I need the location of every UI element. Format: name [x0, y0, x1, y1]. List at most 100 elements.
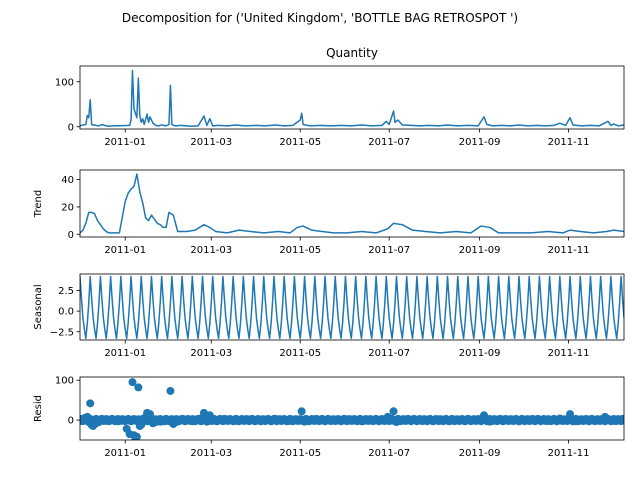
y-tick-observed: 0: [68, 122, 80, 133]
resid-point: [286, 416, 295, 425]
panel-observed: 0 100 2011-01 2011-03 2011-05 2011-07 2011-09 2…: [55, 46, 625, 148]
series-line-seasonal: [80, 275, 624, 340]
resid-point: [500, 415, 509, 424]
x-tick-label: 2011-05: [279, 448, 321, 459]
x-tick-resid: 2011-07: [368, 440, 410, 459]
resid-point: [86, 399, 95, 408]
plot-area-trend: [80, 173, 624, 234]
x-tick-resid: 2011-11: [548, 440, 590, 459]
y-tick-label: 100: [55, 77, 74, 88]
resid-point: [544, 416, 553, 425]
resid-point: [312, 414, 321, 423]
resid-point: [571, 417, 580, 426]
x-tick-seasonal: 2011-05: [279, 340, 321, 359]
figure-suptitle: Decomposition for ('United Kingdom', 'BO…: [122, 11, 518, 25]
x-tick-label: 2011-03: [190, 448, 232, 459]
x-tick-seasonal: 2011-09: [459, 340, 501, 359]
y-axis-label-seasonal: Seasonal: [33, 284, 44, 329]
resid-point: [601, 412, 610, 421]
resid-point: [220, 414, 229, 423]
x-tick-observed: 2011-07: [368, 129, 410, 148]
x-tick-label: 2011-01: [104, 448, 146, 459]
y-tick-label: 100: [55, 376, 74, 387]
x-tick-label: 2011-03: [190, 245, 232, 256]
y-axis-label-trend: Trend: [33, 190, 44, 218]
resid-point: [389, 407, 398, 416]
resid-point: [243, 415, 252, 424]
panel-trend: 0 20 40 2011-01 2011-03 2011-05 2011-07 2011-09…: [33, 169, 625, 256]
x-tick-trend: 2011-07: [368, 237, 410, 256]
resid-point: [618, 414, 624, 423]
axes-frame-trend: [79, 169, 625, 238]
x-tick-label: 2011-05: [279, 245, 321, 256]
x-tick-label: 2011-11: [548, 348, 590, 359]
x-tick-label: 2011-07: [368, 448, 410, 459]
resid-point: [232, 416, 241, 425]
y-tick-label: 0: [68, 122, 74, 133]
x-tick-label: 2011-09: [459, 137, 501, 148]
resid-point: [146, 410, 155, 419]
x-tick-trend: 2011-05: [279, 237, 321, 256]
panel-resid: 0 100 2011-01 2011-03 2011-05 2011-07 2011-09 2…: [33, 376, 625, 459]
resid-point: [166, 386, 175, 395]
x-tick-label: 2011-05: [279, 137, 321, 148]
resid-point: [342, 415, 351, 424]
resid-point: [372, 415, 381, 424]
resid-point: [179, 415, 188, 424]
resid-point: [137, 420, 146, 429]
y-tick-label: −2.5: [50, 327, 74, 338]
x-tick-seasonal: 2011-07: [368, 340, 410, 359]
x-tick-label: 2011-11: [548, 245, 590, 256]
x-tick-label: 2011-01: [104, 245, 146, 256]
series-line-observed: [80, 69, 624, 128]
resid-point: [586, 415, 595, 424]
plot-area-observed: [80, 69, 624, 128]
resid-point: [106, 415, 115, 424]
resid-point: [205, 411, 214, 420]
resid-point: [160, 417, 169, 426]
x-tick-seasonal: 2011-03: [190, 340, 232, 359]
resid-point: [514, 417, 523, 426]
y-tick-seasonal: 0.0: [58, 307, 80, 318]
x-tick-trend: 2011-11: [548, 237, 590, 256]
resid-point: [134, 383, 143, 392]
x-tick-observed: 2011-01: [104, 129, 146, 148]
x-tick-label: 2011-07: [368, 137, 410, 148]
resid-point: [383, 412, 392, 421]
resid-point: [128, 378, 137, 387]
x-tick-trend: 2011-03: [190, 237, 232, 256]
resid-point: [449, 416, 458, 425]
x-tick-observed: 2011-05: [279, 129, 321, 148]
resid-point: [113, 417, 122, 426]
y-tick-trend: 40: [61, 175, 80, 186]
resid-point: [256, 417, 265, 426]
x-tick-label: 2011-05: [279, 348, 321, 359]
resid-point: [529, 415, 538, 424]
resid-point: [271, 414, 280, 423]
x-tick-label: 2011-01: [104, 348, 146, 359]
x-tick-observed: 2011-11: [548, 129, 590, 148]
x-tick-resid: 2011-03: [190, 440, 232, 459]
resid-point: [172, 418, 181, 427]
x-tick-label: 2011-09: [459, 245, 501, 256]
x-tick-observed: 2011-03: [190, 129, 232, 148]
resid-point: [434, 415, 443, 424]
resid-point: [463, 414, 472, 423]
x-tick-label: 2011-03: [190, 137, 232, 148]
x-tick-label: 2011-11: [548, 448, 590, 459]
series-line-trend: [80, 173, 624, 234]
x-tick-label: 2011-11: [548, 137, 590, 148]
y-tick-resid: 0: [68, 416, 80, 427]
y-tick-trend: 0: [68, 230, 80, 241]
resid-point: [132, 432, 141, 440]
plot-area-seasonal: [80, 275, 624, 340]
resid-point: [326, 416, 335, 425]
y-tick-label: 40: [61, 175, 74, 186]
axes-frame-seasonal: [79, 273, 625, 341]
axes-frame-resid: [79, 376, 625, 441]
x-tick-resid: 2011-09: [459, 440, 501, 459]
resid-point: [357, 417, 366, 426]
x-tick-seasonal: 2011-11: [548, 340, 590, 359]
x-tick-trend: 2011-01: [104, 237, 146, 256]
